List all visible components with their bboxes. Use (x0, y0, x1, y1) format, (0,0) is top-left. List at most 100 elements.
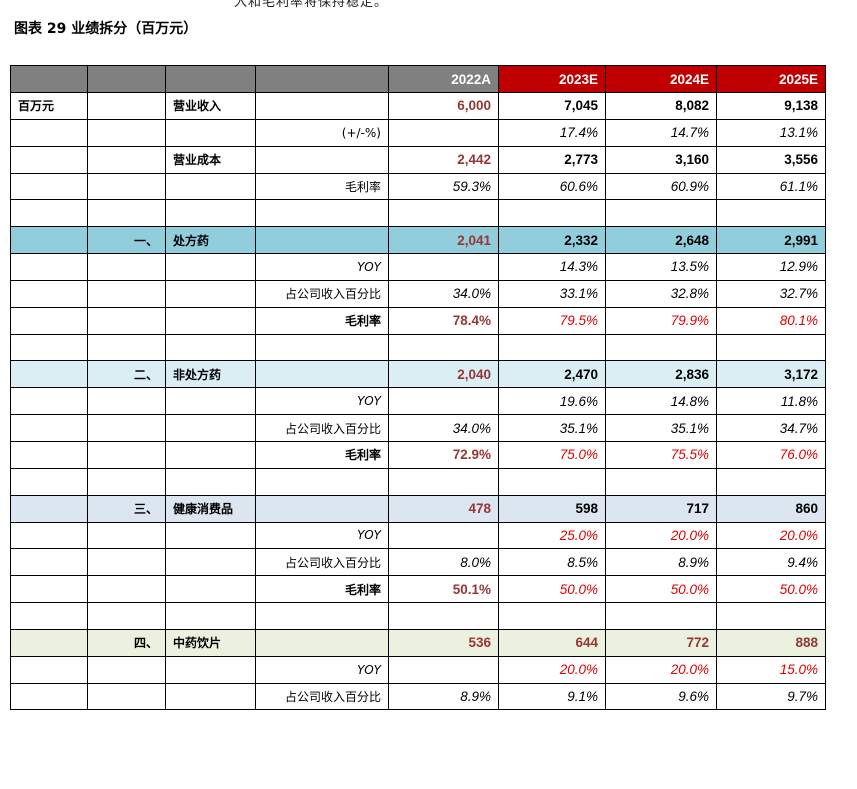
value-cell (388, 118, 499, 147)
value-cell (605, 333, 717, 362)
row-unit-cell (10, 253, 88, 281)
row-metric-label: 占公司收入百分比 (255, 682, 389, 711)
row-section-number (87, 172, 166, 201)
row-metric-label (255, 199, 389, 228)
table-row: 占公司收入百分比 8.9% 9.1% 9.6% 9.7% (10, 682, 826, 711)
row-item-label (165, 440, 256, 469)
value-cell (388, 253, 499, 281)
row-item-label (165, 387, 256, 416)
value-cell: 717 (605, 494, 717, 523)
value-cell: 34.0% (388, 279, 499, 308)
value-cell: 888 (716, 628, 826, 657)
value-cell: 17.4% (498, 118, 606, 147)
value-cell: 20.0% (605, 655, 717, 684)
value-cell: 59.3% (388, 172, 499, 201)
row-unit-cell (10, 521, 88, 550)
row-unit-cell (10, 655, 88, 684)
value-cell (716, 467, 826, 496)
row-section-number: 一、 (87, 226, 166, 255)
row-item-label (165, 306, 256, 335)
value-cell: 3,172 (716, 360, 826, 389)
row-item-label (165, 414, 256, 442)
table-row: YOY 25.0% 20.0% 20.0% (10, 521, 826, 550)
header-blank-cell (165, 65, 256, 93)
row-unit-cell (10, 602, 88, 630)
value-cell: 860 (716, 494, 826, 523)
row-section-number (87, 548, 166, 577)
value-cell: 536 (388, 628, 499, 657)
table-row: 一、 处方药 2,041 2,332 2,648 2,991 (10, 226, 826, 255)
header-year-cell: 2024E (605, 65, 717, 93)
value-cell (605, 602, 717, 630)
table-row (10, 199, 826, 228)
row-item-label (165, 467, 256, 496)
value-cell (498, 602, 606, 630)
row-metric-label: YOY (255, 253, 389, 281)
row-section-number (87, 118, 166, 147)
value-cell: 60.6% (498, 172, 606, 201)
value-cell: 72.9% (388, 440, 499, 469)
value-cell: 20.0% (498, 655, 606, 684)
row-unit-cell (10, 494, 88, 523)
row-item-label: 非处方药 (165, 360, 256, 389)
table-row: 百万元 营业收入 6,000 7,045 8,082 9,138 (10, 92, 826, 120)
row-item-label (165, 655, 256, 684)
row-section-number (87, 333, 166, 362)
value-cell: 13.1% (716, 118, 826, 147)
row-section-number (87, 682, 166, 711)
row-unit-cell (10, 226, 88, 255)
value-cell: 34.7% (716, 414, 826, 442)
value-cell: 9.4% (716, 548, 826, 577)
value-cell: 3,160 (605, 145, 717, 174)
row-metric-label (255, 494, 389, 523)
row-unit-cell (10, 279, 88, 308)
table-row (10, 602, 826, 630)
value-cell: 76.0% (716, 440, 826, 469)
value-cell: 8.9% (388, 682, 499, 711)
table-row (10, 333, 826, 362)
value-cell: 79.9% (605, 306, 717, 335)
row-metric-label: 毛利率 (255, 306, 389, 335)
row-item-label (165, 172, 256, 201)
table-row: YOY 19.6% 14.8% 11.8% (10, 387, 826, 416)
earnings-breakdown-table: 2022A 2023E 2024E 2025E 百万元 营业收入 6,000 7,04… (10, 65, 826, 711)
value-cell: 35.1% (498, 414, 606, 442)
row-metric-label: YOY (255, 521, 389, 550)
row-unit-cell: 百万元 (10, 92, 88, 120)
row-item-label (165, 602, 256, 630)
value-cell: 34.0% (388, 414, 499, 442)
row-metric-label (255, 467, 389, 496)
figure-title: 图表 29 业绩拆分（百万元） (14, 21, 198, 37)
value-cell: 7,045 (498, 92, 606, 120)
row-item-label: 中药饮片 (165, 628, 256, 657)
row-unit-cell (10, 360, 88, 389)
row-item-label (165, 253, 256, 281)
value-cell: 15.0% (716, 655, 826, 684)
row-section-number (87, 602, 166, 630)
value-cell: 78.4% (388, 306, 499, 335)
row-metric-label: YOY (255, 655, 389, 684)
row-section-number: 三、 (87, 494, 166, 523)
value-cell: 20.0% (605, 521, 717, 550)
row-metric-label: 占公司收入百分比 (255, 548, 389, 577)
table-row: (+/-%) 17.4% 14.7% 13.1% (10, 118, 826, 147)
row-item-label (165, 682, 256, 711)
row-section-number (87, 387, 166, 416)
row-metric-label: YOY (255, 387, 389, 416)
header-year-cell: 2022A (388, 65, 499, 93)
header-year-cell: 2025E (716, 65, 826, 93)
row-unit-cell (10, 199, 88, 228)
value-cell: 75.0% (498, 440, 606, 469)
value-cell: 9.1% (498, 682, 606, 711)
value-cell: 2,773 (498, 145, 606, 174)
row-section-number (87, 414, 166, 442)
value-cell: 50.0% (498, 575, 606, 604)
table-row: 营业成本 2,442 2,773 3,160 3,556 (10, 145, 826, 174)
table-row: YOY 20.0% 20.0% 15.0% (10, 655, 826, 684)
row-metric-label: 毛利率 (255, 172, 389, 201)
row-metric-label: (+/-%) (255, 118, 389, 147)
value-cell: 50.0% (605, 575, 717, 604)
value-cell (388, 655, 499, 684)
value-cell: 13.5% (605, 253, 717, 281)
row-metric-label (255, 226, 389, 255)
